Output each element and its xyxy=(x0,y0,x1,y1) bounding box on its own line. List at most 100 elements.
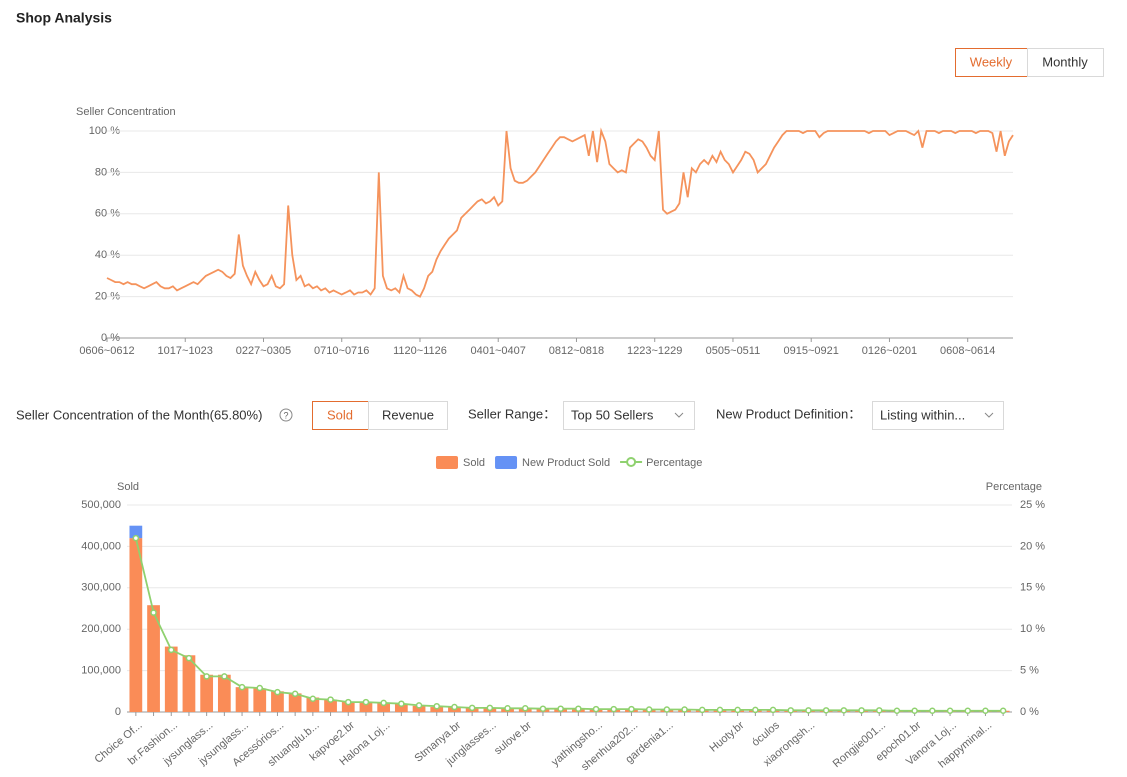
monthly-button[interactable] xyxy=(1027,48,1104,77)
percentage-point xyxy=(752,706,759,714)
percentage-point xyxy=(840,707,848,714)
weekly-label[interactable]: Weekly xyxy=(970,54,1013,69)
legend-swatch xyxy=(436,456,458,469)
bar xyxy=(341,701,355,712)
x-tick-label: 0401~0407 xyxy=(471,345,526,357)
seller-range-label: Seller Range： xyxy=(468,406,556,421)
bar xyxy=(129,525,143,539)
bar xyxy=(164,646,178,712)
bar xyxy=(377,702,391,712)
legend-label: Percentage xyxy=(646,457,702,469)
percentage-point xyxy=(362,698,370,706)
percentage-point xyxy=(769,706,777,714)
percentage-point xyxy=(185,654,193,662)
y2-axis-title: Percentage xyxy=(986,481,1042,493)
new-product-select[interactable] xyxy=(872,401,1004,430)
x-tick-label: Huoty.br xyxy=(708,719,747,755)
percentage-point xyxy=(539,705,547,712)
percentage-point xyxy=(964,707,971,715)
x-tick-label: 0126~0201 xyxy=(862,345,917,357)
bar xyxy=(253,688,267,712)
percentage-point xyxy=(681,706,688,713)
page-title: Shop Analysis xyxy=(16,10,112,26)
y-tick-label: 0 xyxy=(115,706,121,718)
percentage-point xyxy=(274,688,281,696)
percentage-point xyxy=(150,609,157,616)
bar xyxy=(324,699,337,712)
y-tick-label: 100,000 xyxy=(81,665,121,677)
legend-swatch xyxy=(626,457,637,467)
legend-swatch xyxy=(495,456,518,469)
x-tick-label: 1120~1126 xyxy=(393,345,447,357)
revenue-label[interactable]: Revenue xyxy=(382,407,434,422)
percentage-point xyxy=(256,684,263,692)
bar xyxy=(306,697,320,712)
y-tick-label: 200,000 xyxy=(81,623,121,635)
y-tick-label: 5 % xyxy=(1020,665,1039,677)
revenue-button[interactable] xyxy=(368,401,448,430)
x-tick-label: 0915~0921 xyxy=(784,345,839,357)
bar xyxy=(412,705,426,712)
seller-range-value[interactable]: Top 50 Sellers xyxy=(571,407,654,422)
bar xyxy=(394,703,408,712)
monthly-label[interactable]: Monthly xyxy=(1042,54,1088,69)
bar xyxy=(129,538,143,712)
month-summary: Seller Concentration of the Month(65.80%… xyxy=(16,407,262,422)
percentage-point xyxy=(168,646,175,654)
percentage-point xyxy=(699,706,706,714)
percentage-point xyxy=(716,706,724,714)
bar xyxy=(288,693,302,712)
percentage-point xyxy=(610,705,617,713)
x-tick-label: 0505~0511 xyxy=(706,345,761,357)
percentage-point xyxy=(982,707,989,715)
percentage-point xyxy=(628,705,635,713)
x-tick-label: 0710~0716 xyxy=(314,345,369,357)
x-tick-label: 1223~1229 xyxy=(627,345,682,357)
dropdown-arrow xyxy=(674,412,684,418)
percentage-point xyxy=(876,707,883,714)
percentage-point xyxy=(787,707,794,714)
percentage-point xyxy=(929,707,936,715)
bar xyxy=(200,674,214,712)
percentage-point xyxy=(822,707,830,714)
help-icon[interactable] xyxy=(279,408,293,422)
percentage-point xyxy=(946,707,954,715)
weekly-button[interactable] xyxy=(955,48,1028,77)
percentage-point xyxy=(345,698,352,706)
dropdown-arrow xyxy=(984,412,994,418)
y-tick-label: 15 % xyxy=(1020,582,1045,594)
data-line xyxy=(106,127,1014,298)
help-icon-mark: ? xyxy=(283,410,288,420)
percentage-point xyxy=(858,707,865,714)
percentage-point xyxy=(893,707,901,715)
percentage-point xyxy=(203,673,210,680)
x-tick-label: óculos xyxy=(750,719,782,749)
percentage-point xyxy=(999,707,1007,715)
y-tick-label: 100 % xyxy=(89,125,120,137)
x-tick-label: 1017~1023 xyxy=(158,345,213,357)
seller-range-select[interactable] xyxy=(563,401,695,430)
percentage-point xyxy=(380,699,387,707)
percentage-point xyxy=(522,705,529,712)
x-tick-label: sulove.br xyxy=(492,719,534,757)
percentage-point xyxy=(504,705,511,712)
percentage-point xyxy=(592,705,600,713)
legend-label: Sold xyxy=(463,457,485,469)
x-tick-label: 0227~0305 xyxy=(236,345,291,357)
x-tick-label: 0606~0612 xyxy=(79,345,134,357)
bar xyxy=(359,702,373,712)
percentage-point xyxy=(734,706,741,714)
bar xyxy=(271,691,284,712)
new-product-value[interactable]: Listing within... xyxy=(880,407,965,422)
new-product-label: New Product Definition： xyxy=(716,406,861,421)
percentage-point xyxy=(805,707,812,714)
y-tick-label: 0 % xyxy=(1020,706,1039,718)
percentage-point xyxy=(911,707,918,715)
percentage-point xyxy=(327,696,334,703)
y-tick-label: 10 % xyxy=(1020,623,1045,635)
percentage-point xyxy=(291,690,299,698)
percentage-point xyxy=(221,673,228,680)
sold-label[interactable]: Sold xyxy=(327,407,353,422)
y-tick-label: 400,000 xyxy=(81,540,121,552)
bar xyxy=(147,605,160,712)
